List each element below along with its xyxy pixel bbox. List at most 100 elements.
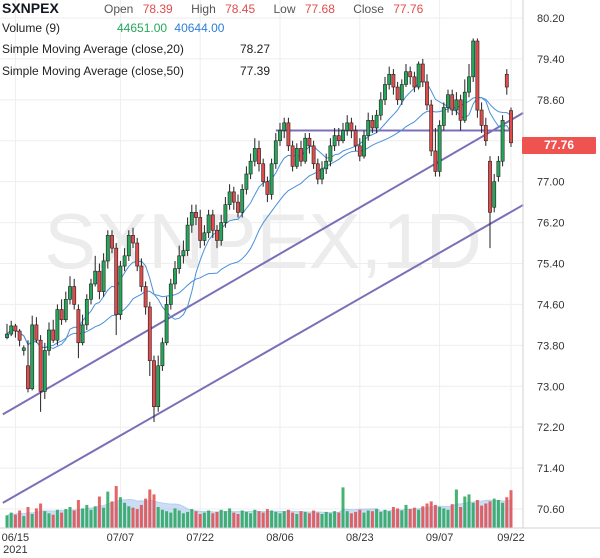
volume-bar — [316, 512, 320, 528]
volume-bar — [18, 510, 22, 528]
candle — [223, 197, 228, 228]
candle — [38, 335, 43, 412]
candle — [55, 304, 60, 346]
candle — [34, 317, 39, 343]
candle — [135, 237, 140, 272]
candle — [420, 58, 425, 88]
sma50-legend[interactable]: Simple Moving Average (close,50) — [2, 64, 184, 78]
candle — [93, 255, 98, 287]
volume-bar — [496, 500, 500, 528]
candle-body — [9, 325, 14, 335]
candle — [51, 319, 56, 343]
volume-bar — [240, 510, 244, 528]
candle-body — [412, 76, 417, 88]
candle — [177, 245, 182, 274]
candle-body — [236, 201, 240, 213]
candle-body — [496, 160, 501, 177]
volume-bar — [156, 507, 160, 528]
candle-body — [328, 145, 333, 162]
volume-bar — [60, 512, 64, 528]
candle-body — [290, 145, 295, 167]
y-tick-label: 72.20 — [537, 422, 565, 434]
candle — [315, 158, 320, 185]
volume-bar — [328, 513, 332, 528]
candle-body — [441, 107, 446, 126]
volume-bar — [333, 511, 337, 528]
candle-body — [425, 81, 429, 106]
candle-body — [467, 76, 471, 93]
volume-bar — [211, 513, 215, 528]
candle — [454, 92, 459, 116]
volume-bar — [64, 509, 68, 528]
candle — [76, 304, 81, 359]
volume-bar — [299, 511, 303, 528]
low-label: Low — [273, 2, 296, 16]
candle — [366, 112, 371, 141]
candle-body — [173, 268, 177, 285]
volume-legend[interactable]: Volume (9) — [2, 21, 60, 35]
candle-body — [404, 71, 408, 85]
volume-bar — [228, 508, 232, 528]
volume-bar — [349, 513, 353, 528]
candle-body — [399, 84, 404, 101]
volume-bar — [22, 516, 26, 528]
volume-bar — [169, 512, 173, 528]
candle-body — [97, 270, 102, 292]
volume-bar — [442, 508, 446, 528]
candle — [475, 38, 480, 118]
candle — [168, 278, 173, 310]
symbol-label[interactable]: SXNPEX — [2, 0, 59, 16]
candle — [467, 64, 471, 98]
candle-body — [231, 191, 236, 203]
candle-body — [47, 329, 51, 351]
volume-bar — [471, 502, 475, 528]
volume-bar — [362, 512, 366, 528]
volume-bar — [72, 510, 76, 528]
candle — [160, 337, 165, 371]
candle-body — [101, 260, 106, 292]
volume-bar — [47, 513, 51, 528]
candle — [299, 140, 303, 167]
candle — [244, 166, 249, 195]
candle — [458, 94, 463, 131]
volume-bar — [391, 507, 395, 528]
volume-bar — [110, 501, 114, 528]
candle-body — [315, 163, 320, 180]
volume-bar — [459, 507, 463, 528]
volume-bar — [85, 504, 89, 528]
candle-body — [143, 286, 148, 308]
candle — [332, 127, 337, 151]
sma20-legend[interactable]: Simple Moving Average (close,20) — [2, 42, 184, 56]
candle — [84, 294, 89, 330]
high-label: High — [191, 2, 216, 16]
volume-bar — [244, 511, 248, 528]
candle-body — [345, 122, 350, 131]
volume-bar — [81, 508, 85, 528]
volume-bar — [253, 509, 257, 528]
candle-body — [168, 283, 173, 305]
candle — [265, 176, 270, 203]
candle-body — [177, 255, 182, 269]
candle — [324, 153, 329, 174]
candle — [110, 230, 114, 254]
candle-body — [194, 212, 198, 218]
candle-body — [189, 212, 194, 226]
candle-body — [252, 148, 257, 162]
candle-body — [93, 270, 98, 285]
candle — [206, 209, 211, 238]
volume-bar — [139, 504, 143, 528]
candle-body — [122, 255, 127, 267]
candle — [383, 76, 387, 105]
candle — [42, 342, 47, 400]
candle-body — [206, 214, 211, 234]
candle — [500, 115, 505, 167]
candle-body — [26, 365, 30, 390]
volume-bar — [30, 514, 34, 528]
volume-bar — [39, 503, 43, 528]
candle — [185, 217, 190, 256]
candle — [202, 225, 207, 246]
volume-bar — [9, 512, 13, 528]
candle — [395, 81, 400, 105]
volume-bar — [278, 513, 282, 528]
